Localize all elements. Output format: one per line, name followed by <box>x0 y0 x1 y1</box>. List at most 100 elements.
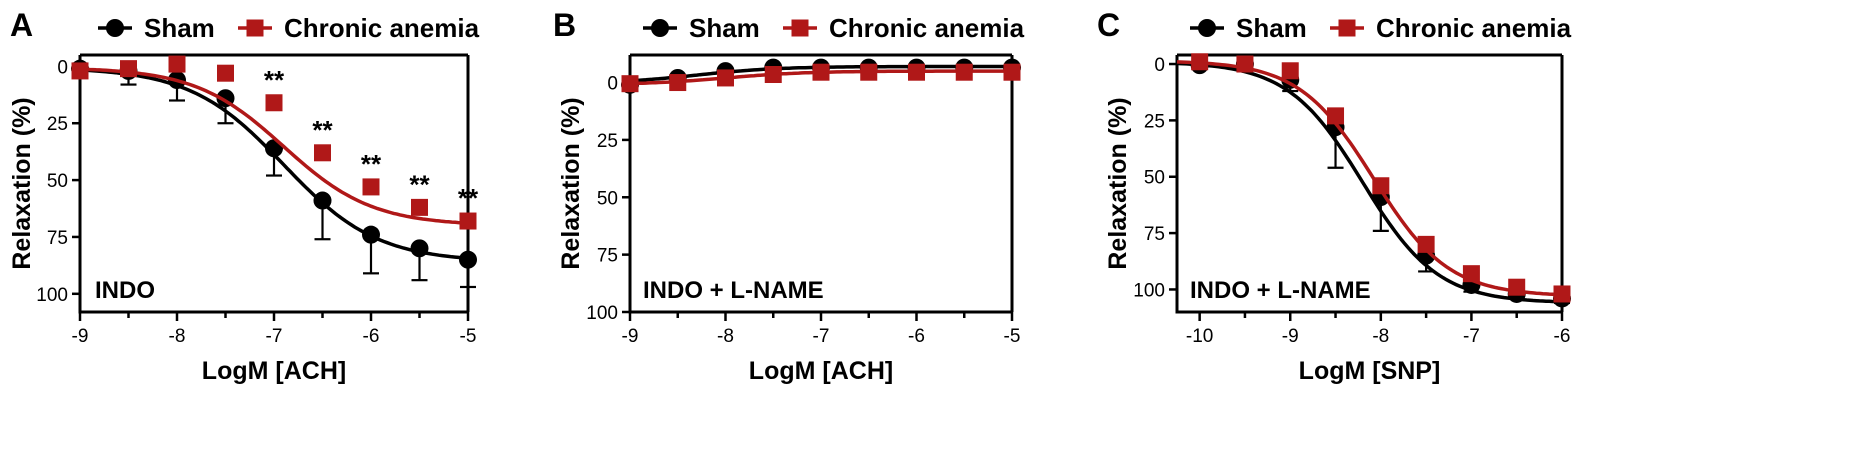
x-tick-label: -7 <box>813 326 830 347</box>
legend-marker-anemia <box>1338 19 1356 37</box>
data-point-anemia <box>1003 63 1021 81</box>
y-tick-label: 0 <box>1154 55 1165 76</box>
y-tick-label: 0 <box>57 57 68 78</box>
y-tick-label: 75 <box>1144 224 1165 245</box>
x-tick-label: -7 <box>266 326 283 347</box>
data-point-anemia <box>1508 278 1526 296</box>
data-point-anemia <box>1417 235 1435 253</box>
x-tick-label: -9 <box>72 326 89 347</box>
panel-letter: B <box>553 7 576 43</box>
x-tick-label: -8 <box>1372 326 1389 347</box>
legend-marker-anemia <box>246 19 264 37</box>
significance-marker: ** <box>409 169 430 199</box>
legend-label-anemia: Chronic anemia <box>284 13 480 43</box>
panel-b: B Sham Chronic anemia 0 25 50 75 100-9 -8 -7 -6 -5 L… <box>553 7 1025 385</box>
y-tick-label: 100 <box>36 285 68 306</box>
data-point-sham <box>313 191 332 210</box>
x-axis-title: LogM [ACH] <box>202 357 346 385</box>
data-point-anemia <box>908 63 925 81</box>
x-tick-label: -8 <box>717 326 734 347</box>
fit-curve-anemia <box>1176 60 1563 297</box>
significance-marker: ** <box>312 115 333 145</box>
y-axis-title: Relaxation (%) <box>8 97 36 269</box>
data-point-anemia <box>120 60 137 78</box>
y-tick-label: 100 <box>1133 280 1165 301</box>
data-point-anemia <box>265 94 283 112</box>
x-tick-label: -6 <box>363 326 380 347</box>
data-point-anemia <box>955 63 973 81</box>
data-point-anemia <box>1281 62 1299 80</box>
data-point-anemia <box>1372 177 1390 195</box>
x-tick-label: -5 <box>1004 326 1021 347</box>
data-point-sham <box>362 225 380 244</box>
y-tick-label: 75 <box>47 228 68 249</box>
y-tick-label: 50 <box>47 171 68 192</box>
data-point-anemia <box>71 62 89 80</box>
legend-marker-sham <box>1198 19 1216 37</box>
x-tick-label: -9 <box>622 326 639 347</box>
series-anemia <box>1176 53 1571 303</box>
x-tick-label: -9 <box>1282 326 1299 347</box>
data-point-anemia <box>314 144 331 162</box>
legend-label-anemia: Chronic anemia <box>1376 13 1572 43</box>
y-tick-label: 25 <box>47 114 68 135</box>
y-tick-label: 25 <box>597 131 618 152</box>
y-tick-label: 0 <box>607 74 618 95</box>
x-axis-title: LogM [SNP] <box>1299 357 1441 385</box>
significance-marker: ** <box>264 65 285 95</box>
panel-letter: C <box>1097 7 1120 43</box>
legend-marker-sham <box>651 19 669 37</box>
data-point-sham <box>459 250 477 269</box>
x-tick-label: -5 <box>460 326 477 347</box>
y-tick-label: 100 <box>586 303 618 324</box>
fit-curve-sham <box>1176 61 1563 304</box>
data-point-anemia <box>411 198 428 216</box>
fit-curve-anemia <box>79 67 469 225</box>
data-point-anemia <box>1236 55 1254 73</box>
data-point-sham <box>410 239 429 258</box>
condition-label: INDO <box>95 277 155 304</box>
series-anemia <box>621 63 1021 93</box>
y-axis-title: Relaxation (%) <box>1104 97 1132 269</box>
legend-marker-anemia <box>791 19 809 37</box>
x-tick-label: -6 <box>908 326 925 347</box>
legend-label-sham: Sham <box>1236 13 1307 43</box>
data-point-anemia <box>621 75 639 93</box>
y-tick-label: 50 <box>1144 168 1165 189</box>
data-point-anemia <box>764 66 782 84</box>
panel-a: A Sham Chronic anemia 0 25 50 75 100-9 -8 -7 -6 -5 L… <box>8 7 480 385</box>
legend-label-sham: Sham <box>689 13 760 43</box>
legend-marker-sham <box>106 19 124 37</box>
legend-label-sham: Sham <box>144 13 215 43</box>
data-point-anemia <box>168 55 186 73</box>
x-axis-title: LogM [ACH] <box>749 357 893 385</box>
data-point-anemia <box>812 63 830 81</box>
series-anemia <box>71 55 477 230</box>
x-tick-label: -10 <box>1186 326 1213 347</box>
data-point-anemia <box>669 74 687 92</box>
data-point-anemia <box>362 178 380 196</box>
y-axis-title: Relaxation (%) <box>557 97 585 269</box>
panel-letter: A <box>10 7 33 43</box>
data-point-anemia <box>1191 53 1209 71</box>
condition-label: INDO + L-NAME <box>643 277 824 304</box>
y-tick-label: 50 <box>597 188 618 209</box>
significance-marker: ** <box>361 149 382 179</box>
data-point-anemia <box>1553 285 1571 303</box>
data-point-anemia <box>1327 107 1345 125</box>
data-point-anemia <box>717 69 734 87</box>
data-point-anemia <box>217 64 234 82</box>
significance-marker: ** <box>458 183 479 213</box>
y-tick-label: 25 <box>1144 111 1165 132</box>
condition-label: INDO + L-NAME <box>1190 277 1371 304</box>
panel-c: C Sham Chronic anemia 0 25 50 75 100 -10 -9 -8 -7 -6… <box>1097 7 1572 385</box>
x-tick-label: -7 <box>1463 326 1480 347</box>
data-point-anemia <box>860 63 878 81</box>
y-tick-label: 75 <box>597 246 618 267</box>
x-tick-label: -8 <box>169 326 186 347</box>
legend-label-anemia: Chronic anemia <box>829 13 1025 43</box>
data-point-anemia <box>459 212 477 230</box>
data-point-anemia <box>1462 265 1480 283</box>
x-tick-label: -6 <box>1554 326 1571 347</box>
